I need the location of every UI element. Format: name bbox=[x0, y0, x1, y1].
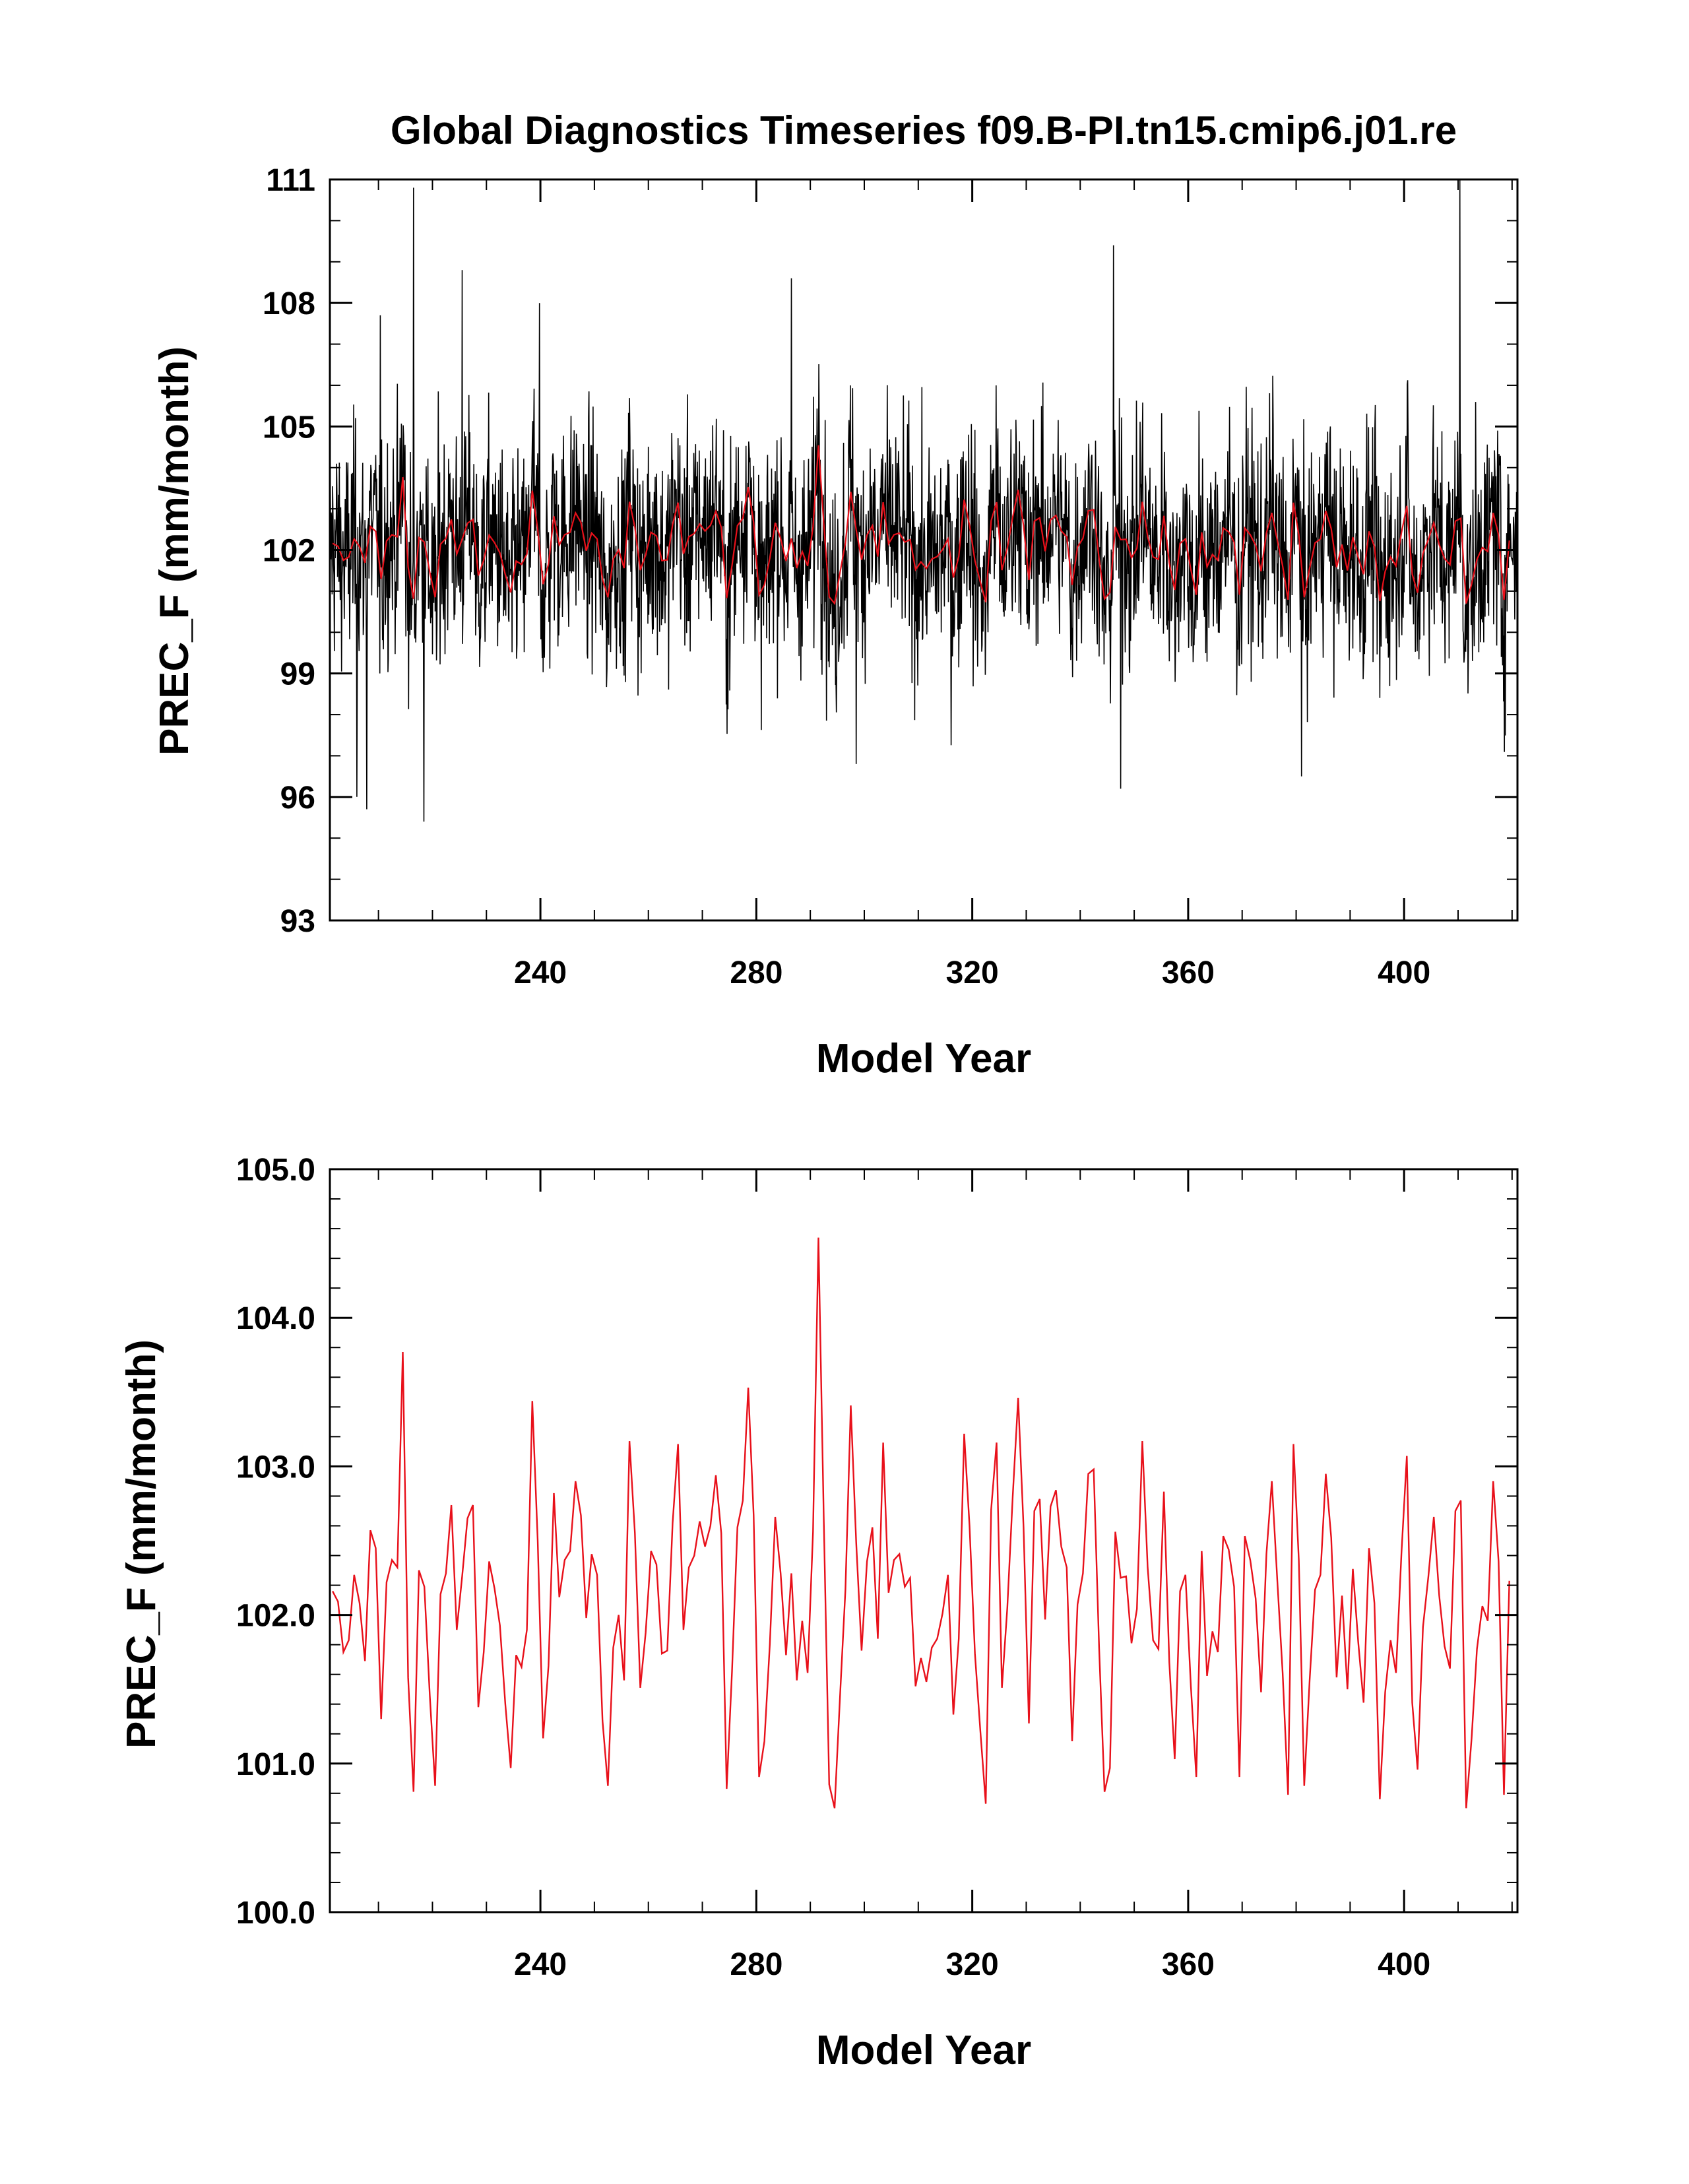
series-line-annual bbox=[332, 1237, 1510, 1809]
plot-frame bbox=[329, 1168, 1519, 1913]
y-tick-label: 105.0 bbox=[236, 1153, 315, 1188]
x-axis-label: Model Year bbox=[816, 2028, 1031, 2073]
panel-monthly-timeseries: 93 96 99 102 105 108 111 240 280 320 360 400 Model … bbox=[152, 163, 1519, 1081]
x-tick-label: 360 bbox=[1162, 1947, 1215, 1982]
x-tick-label: 400 bbox=[1378, 955, 1430, 990]
y-axis-label: PREC_F (mm/month) bbox=[152, 346, 197, 755]
x-tick-label: 320 bbox=[946, 1947, 999, 1982]
y-tick-label: 105 bbox=[263, 410, 315, 445]
y-tick-label: 99 bbox=[280, 657, 315, 692]
x-tick-label: 240 bbox=[514, 1947, 567, 1982]
y-tick-label: 93 bbox=[280, 904, 315, 939]
y-tick-label: 108 bbox=[263, 286, 315, 321]
chart-title: Global Diagnostics Timeseries f09.B-PI.t… bbox=[391, 108, 1457, 152]
y-tick-label: 101.0 bbox=[236, 1747, 315, 1782]
y-axis-label: PREC_F (mm/month) bbox=[119, 1339, 164, 1749]
x-tick-label: 280 bbox=[730, 1947, 782, 1982]
x-axis-label: Model Year bbox=[816, 1036, 1031, 1081]
y-tick-label: 96 bbox=[280, 781, 315, 816]
x-tick-label: 360 bbox=[1162, 955, 1215, 990]
series-line-monthly bbox=[329, 179, 1518, 822]
axes: 93 96 99 102 105 108 111 240 280 320 360 400 bbox=[263, 163, 1519, 990]
y-tick-label: 102.0 bbox=[236, 1599, 315, 1634]
y-tick-label: 103.0 bbox=[236, 1450, 315, 1485]
axes: 100.0 101.0 102.0 103.0 104.0 105.0 240 280 320 3… bbox=[236, 1153, 1519, 1982]
x-tick-label: 400 bbox=[1378, 1947, 1430, 1982]
plot-area bbox=[329, 179, 1518, 822]
y-tick-label: 100.0 bbox=[236, 1896, 315, 1931]
x-tick-label: 280 bbox=[730, 955, 782, 990]
x-tick-label: 320 bbox=[946, 955, 999, 990]
panel-annual-timeseries: 100.0 101.0 102.0 103.0 104.0 105.0 240 280 320 3… bbox=[119, 1153, 1519, 2073]
series-line-annual bbox=[332, 445, 1510, 606]
x-tick-label: 240 bbox=[514, 955, 567, 990]
y-tick-label: 102 bbox=[263, 534, 315, 569]
plot-area bbox=[332, 1237, 1510, 1809]
y-tick-label: 111 bbox=[266, 163, 315, 198]
y-tick-label: 104.0 bbox=[236, 1301, 315, 1336]
